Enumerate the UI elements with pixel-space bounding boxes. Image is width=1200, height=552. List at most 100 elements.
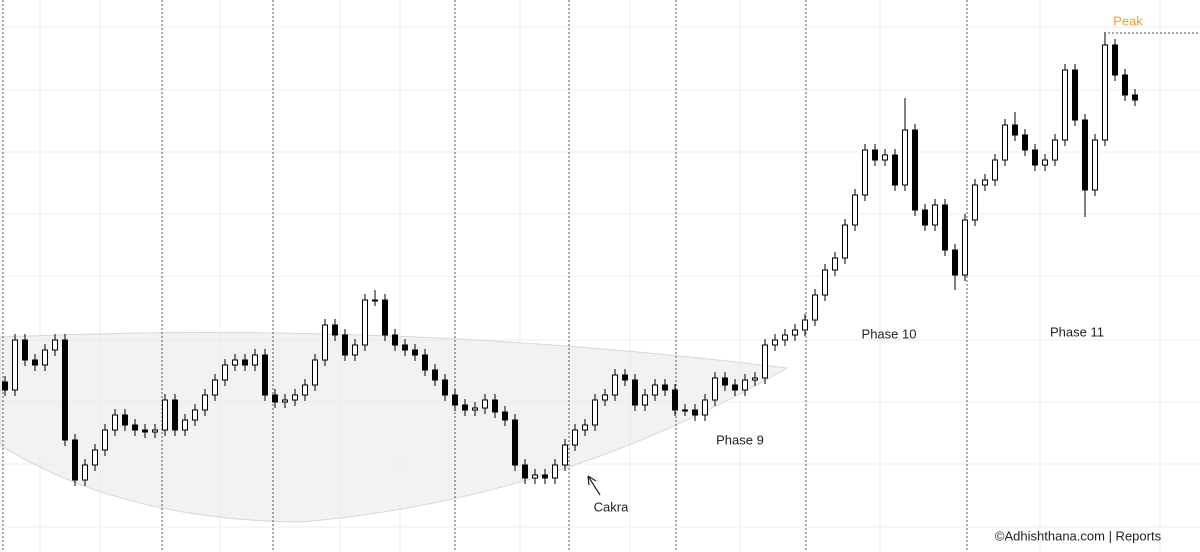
candle-body: [882, 154, 888, 161]
candle-body: [922, 209, 928, 226]
candle-body: [672, 389, 678, 411]
candle-body: [412, 349, 418, 356]
phase-label: Phase 11: [1050, 324, 1104, 339]
phase-dividers: [2, 0, 968, 552]
candle-body: [552, 464, 558, 479]
candle-body: [62, 339, 68, 441]
candles: [2, 32, 1138, 486]
candle-body: [822, 269, 828, 296]
phase-label: Phase 10: [862, 326, 917, 341]
candle-body: [662, 384, 668, 391]
candle-body: [382, 299, 388, 336]
candle-body: [312, 359, 318, 386]
candle-body: [522, 464, 528, 479]
candle-body: [482, 399, 488, 409]
candle-body: [692, 409, 698, 416]
candle-body: [962, 219, 968, 276]
candle-body: [2, 381, 8, 391]
candle-body: [452, 394, 458, 406]
candle-body: [152, 429, 158, 433]
candle-body: [122, 414, 128, 426]
candle-body: [952, 249, 958, 276]
candle-body: [272, 394, 278, 403]
candle-body: [1062, 69, 1068, 141]
candle-body: [812, 294, 818, 321]
candle-body: [302, 384, 308, 396]
candle-body: [232, 359, 238, 366]
candle-body: [542, 474, 548, 479]
candle-body: [372, 299, 378, 302]
candle-body: [792, 329, 798, 336]
candle-body: [832, 257, 838, 271]
candle-body: [562, 444, 568, 466]
candle-body: [592, 399, 598, 426]
candle-body: [612, 374, 618, 396]
candle-body: [22, 339, 28, 361]
candle-body: [192, 409, 198, 421]
candle-body: [1012, 124, 1018, 136]
candle-body: [682, 409, 688, 412]
candle-body: [512, 419, 518, 466]
candle-body: [52, 339, 58, 351]
candle-body: [112, 414, 118, 431]
candle-body: [282, 399, 288, 403]
candle-body: [1002, 124, 1008, 161]
candle-body: [262, 354, 268, 396]
candle-body: [782, 334, 788, 341]
candle-body: [752, 377, 758, 381]
candle-body: [1102, 44, 1108, 141]
candle-body: [1112, 44, 1118, 76]
cakra-arc: [0, 332, 789, 523]
candle-body: [932, 204, 938, 226]
candle-body: [162, 399, 168, 431]
cakra-label: Cakra: [594, 499, 629, 514]
candle-body: [702, 399, 708, 416]
candle-body: [292, 394, 298, 401]
peak-label: Peak: [1113, 13, 1143, 28]
candle-body: [1052, 139, 1058, 161]
candle-body: [252, 354, 258, 366]
candle-body: [392, 334, 398, 346]
candle-body: [102, 429, 108, 451]
candle-body: [352, 344, 358, 356]
candle-body: [852, 194, 858, 226]
candle-body: [972, 184, 978, 221]
candle-body: [82, 464, 88, 481]
candle-body: [492, 399, 498, 413]
candle-body: [1032, 149, 1038, 166]
candle-body: [942, 204, 948, 251]
candle-body: [532, 474, 538, 479]
candle-body: [992, 159, 998, 181]
candle-body: [1122, 74, 1128, 96]
candle-body: [622, 374, 628, 381]
candle-body: [712, 377, 718, 401]
candle-body: [1072, 69, 1078, 121]
candle-body: [32, 359, 38, 366]
candle-body: [462, 404, 468, 411]
candle-body: [602, 394, 608, 401]
candle-body: [72, 439, 78, 481]
candle-body: [212, 379, 218, 396]
candle-body: [362, 299, 368, 346]
footer: ©Adhishthana.com | Reports: [995, 528, 1162, 543]
candle-body: [842, 224, 848, 259]
candle-body: [222, 364, 228, 381]
candle-body: [422, 354, 428, 371]
candle-body: [642, 394, 648, 406]
candle-body: [732, 384, 738, 391]
candle-body: [402, 344, 408, 351]
candle-body: [92, 449, 98, 466]
candle-body: [42, 349, 48, 366]
candle-body: [902, 129, 908, 186]
candle-body: [132, 424, 138, 431]
candle-body: [572, 429, 578, 446]
candle-body: [862, 149, 868, 196]
candle-body: [912, 129, 918, 211]
candle-body: [332, 324, 338, 336]
candle-body: [502, 411, 508, 421]
candle-body: [982, 179, 988, 186]
candle-body: [1042, 159, 1048, 166]
candle-body: [652, 384, 658, 396]
